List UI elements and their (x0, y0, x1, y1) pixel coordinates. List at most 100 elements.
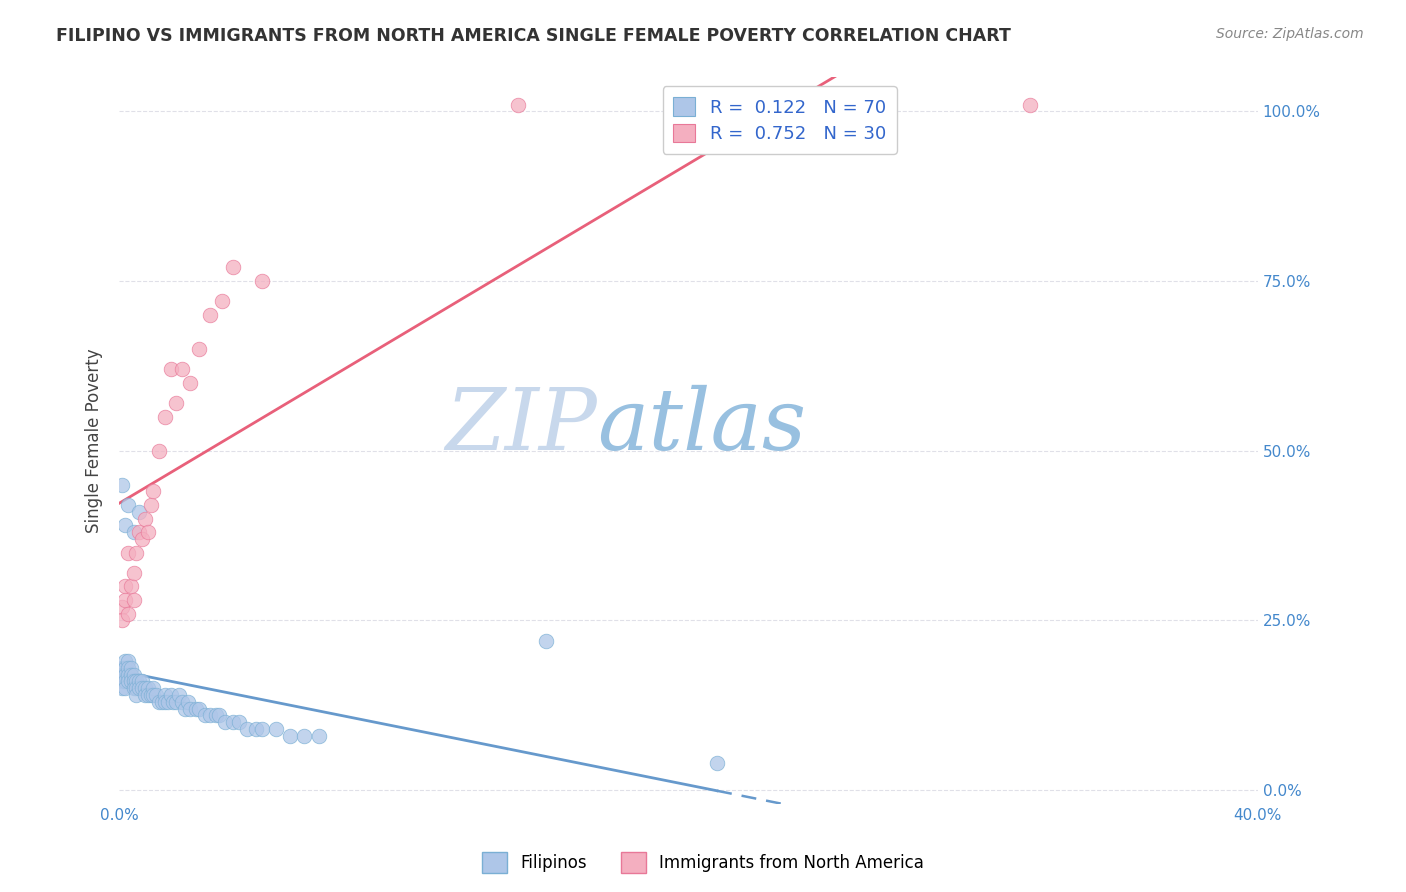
Point (1019, 97, 1042, 112)
Point (245, 722, 267, 736)
Point (114, 579, 136, 593)
Point (122, 681, 145, 696)
Point (120, 674, 142, 689)
Point (114, 518, 136, 533)
Point (194, 708, 217, 723)
Point (250, 274, 273, 288)
Legend: R =  0.122   N = 70, R =  0.752   N = 30: R = 0.122 N = 70, R = 0.752 N = 30 (662, 87, 897, 154)
Point (308, 729, 330, 743)
Point (200, 708, 222, 723)
Point (125, 688, 148, 702)
Point (114, 661, 136, 675)
Point (142, 484, 165, 499)
Point (122, 667, 145, 681)
Point (188, 701, 211, 715)
Point (165, 695, 187, 709)
Point (131, 674, 153, 689)
Point (148, 695, 170, 709)
Point (176, 695, 198, 709)
Point (214, 715, 236, 730)
Point (153, 688, 176, 702)
Point (111, 681, 134, 696)
Point (114, 654, 136, 668)
Point (120, 667, 142, 681)
Point (117, 674, 139, 689)
Point (228, 715, 250, 730)
Point (117, 654, 139, 668)
Point (188, 342, 211, 356)
Point (136, 681, 159, 696)
Point (111, 477, 134, 491)
Point (117, 607, 139, 621)
Point (208, 708, 231, 723)
Point (111, 661, 134, 675)
Point (125, 681, 148, 696)
Point (114, 593, 136, 607)
Point (145, 688, 167, 702)
Point (264, 722, 287, 736)
Point (131, 532, 153, 546)
Point (156, 695, 179, 709)
Point (173, 701, 195, 715)
Point (114, 667, 136, 681)
Point (170, 362, 193, 376)
Point (148, 443, 170, 458)
Point (120, 579, 142, 593)
Point (125, 545, 148, 559)
Point (165, 396, 187, 410)
Point (134, 681, 156, 696)
Point (222, 260, 245, 275)
Point (122, 674, 145, 689)
Point (142, 688, 165, 702)
Point (111, 674, 134, 689)
Point (117, 661, 139, 675)
Point (122, 525, 145, 540)
Point (114, 681, 136, 696)
Text: Source: ZipAtlas.com: Source: ZipAtlas.com (1216, 27, 1364, 41)
Point (170, 695, 193, 709)
Text: FILIPINO VS IMMIGRANTS FROM NORTH AMERICA SINGLE FEMALE POVERTY CORRELATION CHAR: FILIPINO VS IMMIGRANTS FROM NORTH AMERIC… (56, 27, 1011, 45)
Point (153, 695, 176, 709)
Point (179, 701, 201, 715)
Point (184, 701, 207, 715)
Point (211, 294, 233, 309)
Point (134, 688, 156, 702)
Point (506, 97, 529, 112)
Point (159, 688, 181, 702)
Point (278, 729, 301, 743)
Point (134, 511, 156, 525)
Point (128, 505, 150, 519)
Point (536, 633, 558, 648)
Point (205, 708, 228, 723)
Point (122, 593, 145, 607)
Point (820, 97, 842, 112)
Point (117, 498, 139, 512)
Point (111, 667, 134, 681)
Point (139, 498, 162, 512)
Point (128, 674, 150, 689)
Point (128, 525, 150, 540)
Point (153, 409, 176, 424)
Point (150, 695, 173, 709)
Point (200, 308, 222, 322)
Point (292, 729, 315, 743)
Point (706, 756, 728, 770)
Point (222, 715, 245, 730)
Point (117, 667, 139, 681)
Point (162, 695, 184, 709)
Point (250, 722, 273, 736)
Point (236, 722, 259, 736)
Point (142, 681, 165, 696)
Point (167, 688, 190, 702)
Text: atlas: atlas (598, 384, 807, 467)
Legend: Filipinos, Immigrants from North America: Filipinos, Immigrants from North America (475, 846, 931, 880)
Point (125, 674, 148, 689)
Point (111, 613, 134, 627)
Point (136, 688, 159, 702)
Point (179, 376, 201, 390)
Text: ZIP: ZIP (446, 384, 598, 467)
Point (120, 661, 142, 675)
Point (122, 566, 145, 580)
Point (128, 681, 150, 696)
Point (136, 525, 159, 540)
